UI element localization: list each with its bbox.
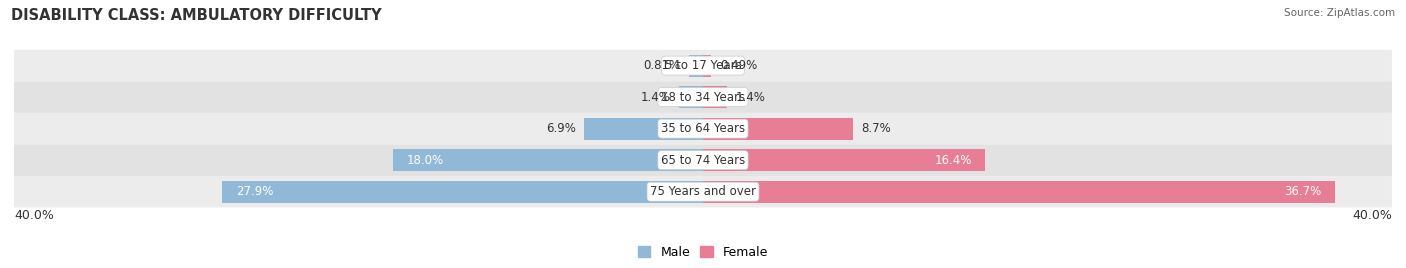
Text: DISABILITY CLASS: AMBULATORY DIFFICULTY: DISABILITY CLASS: AMBULATORY DIFFICULTY xyxy=(11,8,382,23)
Bar xyxy=(703,181,1336,203)
Text: 35 to 64 Years: 35 to 64 Years xyxy=(661,122,745,135)
Text: 18.0%: 18.0% xyxy=(406,154,444,167)
Bar xyxy=(222,181,703,203)
Bar xyxy=(703,149,986,171)
FancyBboxPatch shape xyxy=(14,113,1392,144)
Text: 18 to 34 Years: 18 to 34 Years xyxy=(661,91,745,104)
Text: 6.9%: 6.9% xyxy=(546,122,575,135)
Text: 8.7%: 8.7% xyxy=(862,122,891,135)
Text: Source: ZipAtlas.com: Source: ZipAtlas.com xyxy=(1284,8,1395,18)
Text: 1.4%: 1.4% xyxy=(735,91,766,104)
Bar xyxy=(679,86,703,108)
Bar xyxy=(703,86,727,108)
Bar xyxy=(392,149,703,171)
Text: 16.4%: 16.4% xyxy=(935,154,972,167)
Text: 40.0%: 40.0% xyxy=(1353,209,1392,222)
Bar xyxy=(703,55,711,77)
FancyBboxPatch shape xyxy=(14,81,1392,113)
Bar xyxy=(583,118,703,140)
Text: 0.81%: 0.81% xyxy=(644,59,681,72)
FancyBboxPatch shape xyxy=(14,50,1392,81)
Text: 1.4%: 1.4% xyxy=(640,91,671,104)
Text: 0.49%: 0.49% xyxy=(720,59,758,72)
Text: 27.9%: 27.9% xyxy=(236,185,274,198)
Text: 5 to 17 Years: 5 to 17 Years xyxy=(665,59,741,72)
Text: 40.0%: 40.0% xyxy=(14,209,53,222)
Text: 36.7%: 36.7% xyxy=(1284,185,1322,198)
Bar xyxy=(689,55,703,77)
Legend: Male, Female: Male, Female xyxy=(633,241,773,264)
FancyBboxPatch shape xyxy=(14,144,1392,176)
FancyBboxPatch shape xyxy=(14,176,1392,207)
Text: 75 Years and over: 75 Years and over xyxy=(650,185,756,198)
Bar xyxy=(703,118,853,140)
Text: 65 to 74 Years: 65 to 74 Years xyxy=(661,154,745,167)
